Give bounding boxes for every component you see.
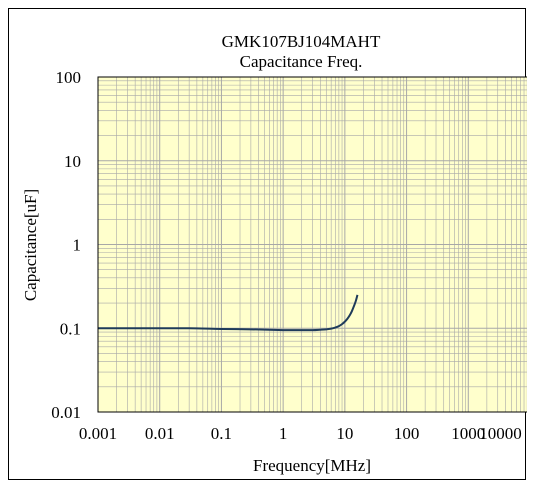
y-tick-label: 0.01: [51, 403, 81, 422]
y-tick-label: 1: [73, 236, 82, 255]
x-axis-label: Frequency[MHz]: [253, 456, 371, 475]
chart-subtitle: Capacitance Freq.: [240, 52, 363, 71]
x-tick-label: 0.1: [211, 424, 232, 443]
grid-lines: [98, 77, 527, 412]
chart-frame: GMK107BJ104MAHT Capacitance Freq. 0.001 0…: [8, 8, 527, 480]
x-tick-label: 0.01: [145, 424, 175, 443]
x-tick-label: 10000: [479, 424, 522, 443]
x-tick-label: 0.001: [79, 424, 117, 443]
chart-title: GMK107BJ104MAHT: [222, 32, 381, 51]
x-tick-label: 1000: [451, 424, 485, 443]
x-tick-label: 100: [394, 424, 420, 443]
x-tick-label: 1: [279, 424, 288, 443]
y-axis-label: Capacitance[uF]: [21, 189, 40, 301]
y-tick-label: 100: [56, 68, 82, 87]
series-line-capacitance: [98, 294, 359, 332]
y-tick-label: 0.1: [60, 319, 81, 338]
plot-border: [97, 76, 527, 413]
series-layer: [98, 294, 359, 332]
y-tick-label: 10: [64, 152, 81, 171]
y-tick-labels: 0.01 0.1 1 10 100: [51, 68, 81, 422]
chart-svg: GMK107BJ104MAHT Capacitance Freq. 0.001 0…: [21, 32, 527, 475]
x-tick-label: 10: [336, 424, 353, 443]
